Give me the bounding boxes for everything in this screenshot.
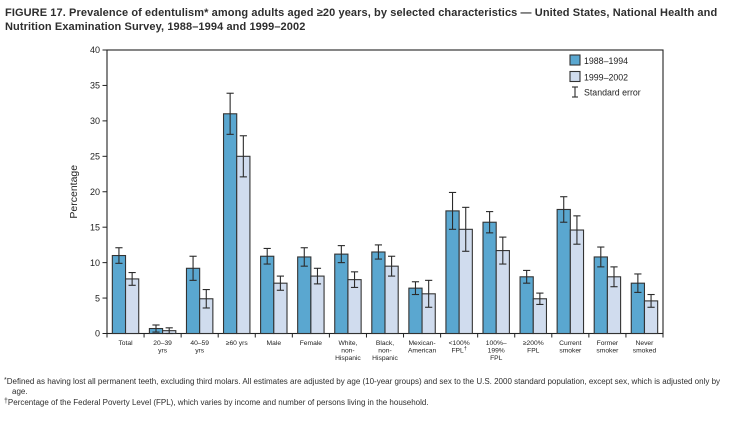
x-category-label: Total <box>118 340 133 347</box>
x-category-label: American <box>408 347 437 354</box>
x-category-label: ≥60 yrs <box>226 340 249 347</box>
bar-series1 <box>519 276 534 335</box>
footnote-definition: *Defined as having lost all permanent te… <box>0 376 730 397</box>
legend-label: 1988–1994 <box>584 56 628 66</box>
y-tick-label: 40 <box>90 45 100 55</box>
x-category-label: FPL† <box>451 346 466 355</box>
x-category-label: Female <box>300 340 323 347</box>
x-category-label: 199% <box>488 347 505 354</box>
bar-series2 <box>310 275 325 335</box>
y-tick-label: 5 <box>95 293 100 303</box>
footnotes: *Defined as having lost all permanent te… <box>0 376 730 407</box>
x-category-label: yrs <box>195 347 205 354</box>
bar-series2 <box>236 155 251 335</box>
x-category-label: FPL <box>527 347 540 354</box>
x-category-label: yrs <box>158 347 168 354</box>
bar-series1 <box>593 256 608 335</box>
bar-series1 <box>482 221 497 335</box>
x-category-label: 40–59 <box>190 340 209 347</box>
x-category-label: non- <box>341 347 354 354</box>
x-category-label: 20–39 <box>153 340 172 347</box>
x-category-label: smoker <box>559 347 582 354</box>
y-axis-title: Percentage <box>68 165 80 219</box>
legend-standard-error-label: Standard error <box>584 88 641 98</box>
y-tick-label: 10 <box>90 258 100 268</box>
footnote-text: Defined as having lost all permanent tee… <box>6 377 721 396</box>
footnote-marker-dagger: † <box>4 397 8 405</box>
chart-area: 0 5 10 15 20 25 30 35 40 Total 20–39 yrs 40–59 yrs ≥60… <box>0 41 736 375</box>
y-tick-label: 25 <box>90 152 100 162</box>
footnote-marker-asterisk: * <box>4 377 7 384</box>
y-tick-label: 15 <box>90 222 100 232</box>
legend-swatch-series2 <box>569 70 581 83</box>
y-tick-label: 35 <box>90 81 100 91</box>
y-tick-label: 20 <box>90 187 100 197</box>
x-category-label: Current <box>559 340 581 347</box>
bar-series1 <box>111 254 127 335</box>
y-tick-label: 30 <box>90 116 100 126</box>
x-category-label: Former <box>597 340 619 347</box>
x-category-label: Mexican- <box>408 340 435 347</box>
footnote-fpl: †Percentage of the Federal Poverty Level… <box>0 397 730 408</box>
figure-title: FIGURE 17. Prevalence of edentulism* amo… <box>5 7 718 33</box>
x-category-label: Male <box>267 340 282 347</box>
bar-series1 <box>260 255 275 335</box>
bar-series1 <box>334 253 349 335</box>
x-category-label: FPL <box>490 355 503 362</box>
x-category-label: non- <box>378 347 391 354</box>
x-category-label: ≥200% <box>523 340 544 347</box>
x-category-label: Hispanic <box>372 355 398 362</box>
bar-series1 <box>371 251 386 335</box>
x-category-label: smoker <box>596 347 619 354</box>
x-category-label: <100% <box>449 340 470 347</box>
x-category-label: smoked <box>633 347 657 354</box>
x-category-label: Hispanic <box>335 355 361 362</box>
footnote-text: Percentage of the Federal Poverty Level … <box>7 397 429 407</box>
x-category-label: Black, <box>376 340 394 347</box>
bar-series2 <box>124 278 140 335</box>
legend-swatch-series1 <box>569 54 581 66</box>
bar-series1 <box>222 113 238 335</box>
x-category-label: 100%– <box>486 340 507 347</box>
bar-series1 <box>556 208 571 335</box>
bar-series1 <box>297 256 312 335</box>
x-category-label: Never <box>636 340 655 347</box>
bar-series2 <box>569 229 585 335</box>
y-tick-label: 0 <box>95 329 100 339</box>
x-category-label: White, <box>338 340 357 347</box>
legend-label: 1999–2002 <box>584 72 628 82</box>
